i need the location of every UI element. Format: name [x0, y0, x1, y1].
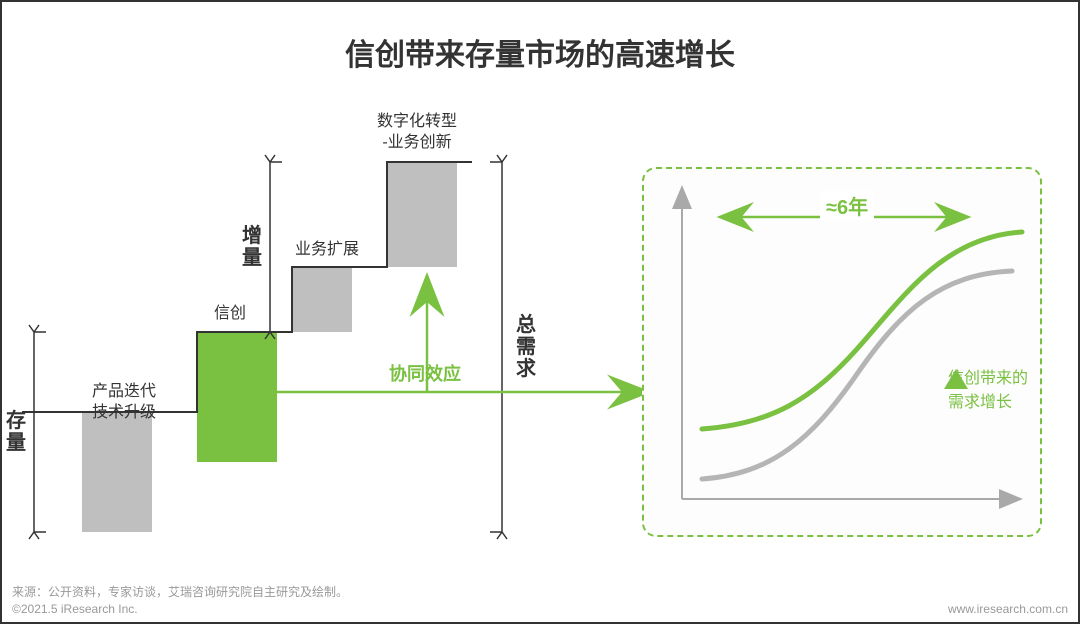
footer-source: 来源：公开资料，专家访谈，艾瑞咨询研究院自主研究及绘制。	[12, 583, 1068, 600]
synergy-label: 协同效应	[389, 360, 461, 386]
synergy-arrows	[2, 82, 702, 562]
right-top-label: ≈6年	[820, 191, 874, 220]
page-title: 信创带来存量市场的高速增长	[2, 2, 1078, 74]
right-curve-panel: ≈6年 信创带来的 需求增长	[642, 167, 1042, 537]
right-curve-chart	[644, 169, 1044, 539]
footer-url: www.iresearch.com.cn	[948, 602, 1068, 616]
footer: 来源：公开资料，专家访谈，艾瑞咨询研究院自主研究及绘制。 ©2021.5 iRe…	[12, 583, 1068, 616]
footer-copyright: ©2021.5 iResearch Inc.	[12, 602, 138, 616]
diagram-stage: 产品迭代 技术升级信创业务扩展数字化转型 -业务创新 存量增量总需求 协同效应	[2, 82, 1078, 562]
up-arrow-icon	[944, 369, 968, 389]
